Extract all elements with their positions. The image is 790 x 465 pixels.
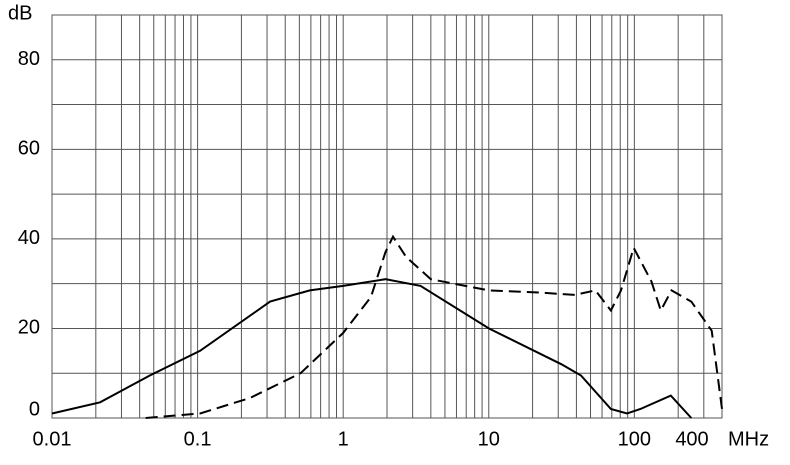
y-tick-label: 0 xyxy=(29,398,40,420)
y-tick-label: 60 xyxy=(18,138,40,160)
y-axis-label: dB xyxy=(8,2,32,24)
x-tick-label: 1 xyxy=(338,428,349,450)
x-tick-label: 400 xyxy=(675,428,708,450)
line-series xyxy=(145,234,723,419)
x-tick-label: 100 xyxy=(618,428,651,450)
x-tick-label: 10 xyxy=(478,428,500,450)
line-series xyxy=(51,278,693,419)
x-tick-label: 0.1 xyxy=(184,428,212,450)
y-tick-label: 80 xyxy=(18,48,40,70)
y-tick-label: 20 xyxy=(18,317,40,339)
x-tick-label: 0.01 xyxy=(33,428,72,450)
y-tick-label: 40 xyxy=(18,227,40,249)
x-unit-label: MHz xyxy=(728,428,769,450)
